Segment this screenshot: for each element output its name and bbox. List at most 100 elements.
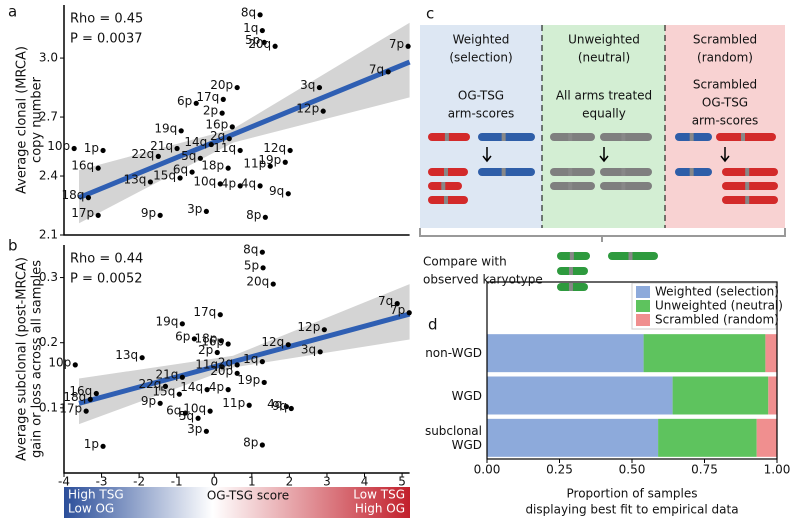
centromere <box>444 196 448 204</box>
centromere <box>568 133 573 141</box>
point <box>71 145 77 152</box>
point <box>195 415 201 421</box>
centromere <box>689 133 694 141</box>
centromere <box>568 182 573 190</box>
chromosome <box>550 133 595 141</box>
point-label: 20p <box>210 78 233 92</box>
column-text: OG-TSG <box>702 96 748 110</box>
point <box>179 321 185 327</box>
point-label: 9p <box>141 206 156 220</box>
point <box>179 374 185 380</box>
y-tick-label: non-WGD <box>425 346 482 361</box>
point <box>162 383 169 389</box>
point-label: 2p <box>198 343 213 357</box>
column-title: (selection) <box>449 51 512 65</box>
point-label: 14q <box>180 380 203 394</box>
point-label: 19q <box>155 314 178 328</box>
y-tick-label: 2.4 <box>39 169 58 183</box>
centromere <box>568 168 573 176</box>
point <box>283 403 289 410</box>
point-label: 8p <box>246 208 261 222</box>
category-label: subclonal WGD <box>425 424 482 452</box>
point <box>282 159 288 165</box>
column-text: equally <box>582 107 626 121</box>
point-label: 2q <box>210 129 225 143</box>
point-label: 17q <box>196 90 219 104</box>
legend-swatch <box>636 300 650 312</box>
bar-segment <box>487 376 673 415</box>
x-axis-label: OG-TSG score <box>207 489 289 503</box>
point <box>85 195 92 201</box>
column-text: All arms treated <box>556 89 652 103</box>
confidence-band <box>79 284 410 425</box>
point <box>189 169 195 175</box>
point <box>218 338 224 344</box>
point <box>193 100 199 106</box>
bar-segment <box>658 418 757 457</box>
point <box>208 141 214 148</box>
point <box>83 408 89 414</box>
legend-label: Weighted (selection) <box>655 285 779 299</box>
arrow <box>482 147 492 163</box>
point <box>237 147 243 154</box>
point <box>234 362 240 368</box>
centromere <box>689 168 694 176</box>
x-tick-label: 1.00 <box>764 463 791 477</box>
panel-label: d <box>428 316 438 334</box>
centromere <box>741 133 745 141</box>
point <box>321 327 327 333</box>
point-label: 16p <box>205 117 228 131</box>
point-label: 6p <box>175 329 190 343</box>
point-label: 21q <box>155 368 178 382</box>
x-axis-label: displaying best fit to empirical data <box>525 503 738 517</box>
bar-segment <box>643 334 766 373</box>
bar-segment <box>672 376 769 415</box>
x-tick-label: 0.00 <box>474 463 501 477</box>
point <box>219 110 225 116</box>
point-label: 22q <box>131 147 154 161</box>
centromere <box>621 133 626 141</box>
chromosome <box>478 168 535 176</box>
point-label: 7p <box>389 37 404 51</box>
column-title: (neutral) <box>578 51 630 65</box>
point-label: 3q <box>301 342 316 356</box>
legend-label: Unweighted (neutral) <box>655 299 783 313</box>
panel-label: c <box>426 5 434 23</box>
point <box>217 312 223 318</box>
point <box>257 183 263 189</box>
centromere <box>745 196 750 204</box>
point-label: 12q <box>261 335 284 349</box>
column-text: arm-scores <box>448 107 515 121</box>
point <box>157 400 163 406</box>
point-label: 6q <box>166 404 181 418</box>
point <box>220 96 226 102</box>
colorbar <box>64 487 410 518</box>
point-label: 2q <box>218 355 233 369</box>
point <box>259 27 265 34</box>
y-axis-label: Average clonal (MRCA) <box>15 46 30 194</box>
point <box>204 387 210 393</box>
point <box>219 364 225 370</box>
footer-text: Compare with <box>423 255 507 269</box>
y-tick-label: 0.2 <box>39 335 58 349</box>
point-label: 5p <box>245 33 260 47</box>
point-label: 18p <box>195 331 218 345</box>
point-label: 11p <box>222 396 245 410</box>
chromosome <box>716 133 776 141</box>
point-label: 19p <box>237 373 260 387</box>
point <box>261 379 267 386</box>
point <box>287 147 293 154</box>
colorbar-label: Low TSG <box>353 488 405 502</box>
point <box>237 183 243 189</box>
chromosome <box>600 133 652 141</box>
point-label: 12p <box>297 320 320 334</box>
column-title: (random) <box>697 51 753 65</box>
point-label: 17p <box>59 402 82 416</box>
point-label: 7q <box>378 294 393 308</box>
point <box>197 155 203 161</box>
point-label: 13q <box>115 348 138 362</box>
point <box>405 43 411 49</box>
point-label: 9p <box>141 394 156 408</box>
point-label: 4p <box>221 176 236 190</box>
legend-frame <box>631 282 777 330</box>
